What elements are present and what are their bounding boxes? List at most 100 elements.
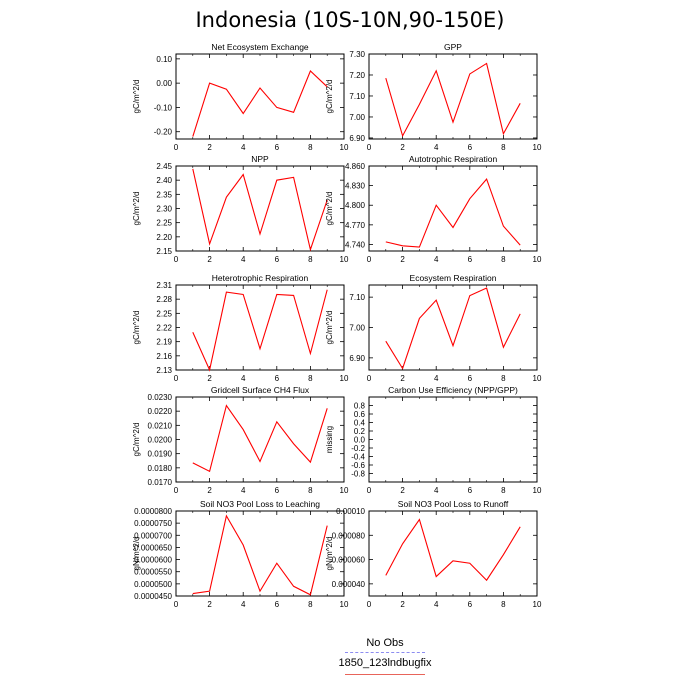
x-tick-label: 10 [533,600,542,609]
series-line-1 [385,518,521,582]
chart-title: Carbon Use Efficiency (NPP/GPP) [388,385,518,395]
chart-panel-6: Ecosystem Respiration 0 2 4 6 8 10 6.90 7.00 7.10… [325,273,542,383]
x-tick-label: 8 [308,255,313,264]
x-tick-label: 8 [501,374,506,383]
x-tick-label: 2 [207,486,212,495]
y-tick-label: -0.2 [351,444,365,453]
y-tick-label: 0.00 [156,79,172,88]
chart-title: Soil NO3 Pool Loss to Runoff [398,499,509,509]
y-axis-label: gN/m^2/d [132,537,141,571]
y-tick-label: -0.4 [351,453,365,462]
y-tick-label: 0.10 [156,55,172,64]
x-tick-label: 4 [434,143,439,152]
y-tick-label: 0.0190 [148,450,173,459]
chart-panel-1: Net Ecosystem Exchange 0 2 4 6 8 10 -0.20 -0.10 0… [132,42,349,152]
y-tick-label: 2.25 [156,309,172,318]
x-tick-label: 4 [241,374,246,383]
plot-frame [175,53,345,140]
series-line-1 [192,404,328,473]
chart-title: NPP [251,154,269,164]
x-tick-label: 6 [275,143,280,152]
y-tick-label: -0.8 [351,470,365,479]
x-tick-label: 8 [308,600,313,609]
y-tick-label: 7.10 [349,293,365,302]
x-tick-label: 4 [241,143,246,152]
chart-panel-7: Gridcell Surface CH4 Flux 0 2 4 6 8 10 0.0170 0.… [132,385,349,495]
y-tick-label: 7.10 [349,92,365,101]
series-line-1 [385,287,521,370]
x-tick-label: 0 [174,600,179,609]
page-title: Indonesia (10S-10N,90-150E) [195,8,505,32]
y-tick-label: 2.40 [156,176,172,185]
x-tick-label: 8 [501,486,506,495]
y-tick-label: 2.45 [156,162,172,171]
x-tick-label: 10 [340,255,349,264]
plot-frame [175,510,345,597]
series-line-1 [192,289,328,372]
plot-frame [368,396,538,483]
y-tick-label: 2.22 [156,324,172,333]
y-tick-label: 2.28 [156,295,172,304]
y-tick-label: 0.000080 [332,531,366,540]
y-tick-label: 7.00 [349,324,365,333]
plot-frame [368,284,538,371]
y-tick-label: 0.0200 [148,436,173,445]
y-tick-label: 7.30 [349,50,365,59]
x-tick-label: 4 [434,600,439,609]
x-tick-label: 4 [241,486,246,495]
chart-panel-9: Soil NO3 Pool Loss to Leaching 0 2 4 6 8 10 0.0… [132,499,349,609]
legend-item-label-2: 1850_123lndbugfix [338,657,432,669]
y-tick-label: 0.4 [354,419,366,428]
y-tick-label: 0.0000750 [134,519,172,528]
y-tick-label: 6.90 [349,134,365,143]
x-tick-label: 8 [308,486,313,495]
plot-frame [368,165,538,252]
series-line-1 [192,70,328,137]
y-axis-label: gC/m^2/d [132,311,141,345]
y-tick-label: -0.10 [154,103,173,112]
x-tick-label: 8 [501,600,506,609]
y-axis-label: gC/m^2/d [132,80,141,114]
y-axis-label: gC/m^2/d [132,423,141,457]
legend-item-label-1: No Obs [366,637,404,649]
y-tick-label: 0.8 [354,402,366,411]
x-tick-label: 0 [174,374,179,383]
chart-title: Autotrophic Respiration [409,154,498,164]
y-tick-label: 7.20 [349,71,365,80]
x-tick-label: 4 [434,374,439,383]
y-axis-label: gC/m^2/d [325,311,334,345]
y-tick-label: 4.800 [345,201,366,210]
x-tick-label: 0 [174,486,179,495]
y-tick-label: 2.19 [156,338,172,347]
chart-panel-3: NPP 0 2 4 6 8 10 2.15 2.20 2.25 2.30 2.35 2.40 2.45 gC… [132,154,349,264]
legend-line-2 [345,674,425,675]
y-tick-label: 0.0000600 [134,556,172,565]
plot-frame [175,284,345,371]
chart-title: Ecosystem Respiration [410,273,497,283]
y-tick-label: 2.16 [156,352,172,361]
x-tick-label: 10 [533,143,542,152]
y-tick-label: -0.6 [351,461,365,470]
chart-panel-8: Carbon Use Efficiency (NPP/GPP)0 2 4 6 8 10-0… [325,385,542,495]
y-tick-label: 0.0000650 [134,543,172,552]
y-tick-label: 2.15 [156,247,172,256]
x-tick-label: 8 [501,255,506,264]
chart-title: Gridcell Surface CH4 Flux [211,385,310,395]
y-axis-label: gC/m^2/d [132,192,141,226]
x-tick-label: 6 [275,374,280,383]
y-tick-label: 2.13 [156,366,172,375]
x-tick-label: 0 [367,143,372,152]
x-tick-label: 2 [400,255,405,264]
x-tick-label: 0 [174,143,179,152]
y-axis-label: gN/m^2/d [325,537,334,571]
x-tick-label: 8 [501,143,506,152]
y-tick-label: -0.20 [154,128,173,137]
x-tick-label: 10 [533,374,542,383]
x-tick-label: 8 [308,374,313,383]
x-tick-label: 0 [367,600,372,609]
y-tick-label: 0.0170 [148,478,173,487]
x-tick-label: 10 [340,600,349,609]
y-tick-label: 4.740 [345,240,366,249]
